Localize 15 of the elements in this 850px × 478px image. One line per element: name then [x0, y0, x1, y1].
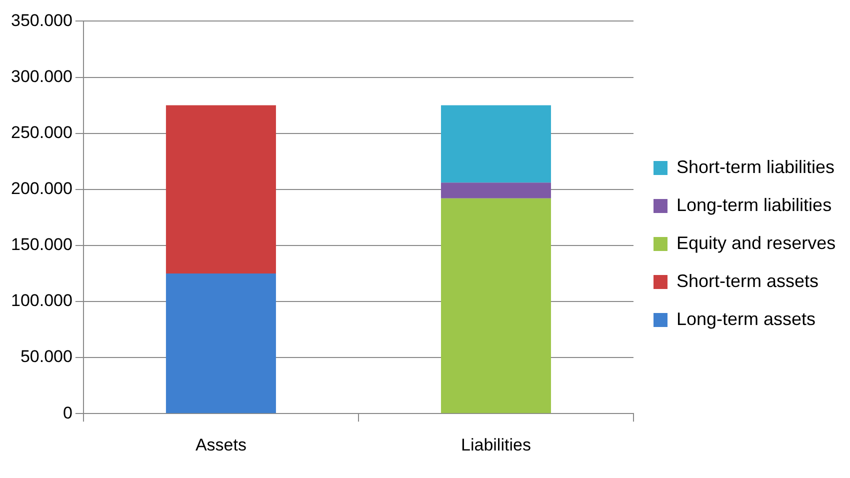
y-tick-label: 50.000	[20, 347, 72, 366]
y-tick-label: 100.000	[11, 291, 72, 310]
legend-label: Short-term assets	[676, 270, 819, 291]
y-tick-label: 300.000	[11, 66, 72, 86]
y-tick-label: 350.000	[11, 10, 72, 30]
legend-label: Long-term assets	[676, 308, 816, 329]
legend-label: Short-term liabilities	[676, 156, 835, 177]
x-tick-label: Liabilities	[461, 435, 531, 454]
y-tick-label: 200.000	[11, 179, 72, 198]
x-tick-label: Assets	[195, 435, 246, 454]
legend-label: Long-term liabilities	[676, 194, 832, 215]
y-tick-label: 0	[62, 403, 72, 422]
y-tick-label: 250.000	[11, 123, 72, 142]
y-tick-label: 150.000	[11, 235, 72, 254]
legend-label: Equity and reserves	[676, 232, 836, 253]
